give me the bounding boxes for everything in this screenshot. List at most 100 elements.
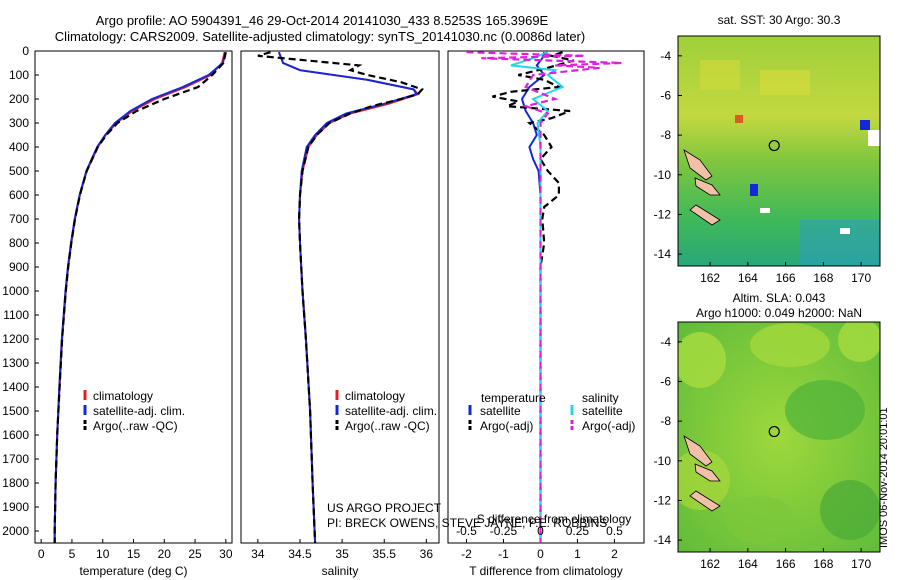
depth-ytick-label: 0 bbox=[22, 44, 29, 58]
sla-ytick-label: -14 bbox=[654, 533, 672, 547]
sst-xtick-label: 162 bbox=[700, 271, 720, 285]
difference-legend-label: satellite bbox=[480, 404, 521, 418]
temperature-profile-xtick-label: 0 bbox=[38, 547, 45, 561]
sst-hotspot bbox=[735, 115, 743, 123]
island-sst-1 bbox=[683, 149, 713, 181]
difference-profile-series-line bbox=[466, 51, 622, 543]
timestamp-stamp: IMOS 06-Nov-2014 20:01:01 bbox=[878, 407, 890, 548]
island-sla-3 bbox=[689, 490, 721, 512]
depth-ytick-label: 1400 bbox=[2, 380, 29, 394]
sla-map-title-line2: Argo h1000: 0.049 h2000: NaN bbox=[696, 306, 862, 320]
salinity-profile-xtick-label: 35.5 bbox=[373, 547, 397, 561]
salinity-profile-legend-label: satellite-adj. clim. bbox=[345, 404, 437, 418]
sst-ytick-label: -14 bbox=[654, 247, 672, 261]
sla-profile-marker bbox=[768, 425, 780, 438]
sla-map: Altim. SLA: 0.043 Argo h1000: 0.049 h200… bbox=[677, 291, 881, 553]
sst-ytick-label: -10 bbox=[654, 168, 672, 182]
depth-ytick-label: 1700 bbox=[2, 452, 29, 466]
depth-ytick-label: 600 bbox=[9, 188, 29, 202]
difference-legend-label: Argo(-adj) bbox=[582, 419, 635, 433]
sla-xtick-label: 168 bbox=[813, 557, 833, 571]
temperature-profile-xtick-label: 20 bbox=[158, 547, 172, 561]
depth-ytick-label: 2000 bbox=[2, 524, 29, 538]
sla-map-title-line1: Altim. SLA: 0.043 bbox=[733, 291, 826, 305]
salinity-diff-label: S difference from climatology bbox=[477, 512, 632, 526]
credits-line1: US ARGO PROJECT bbox=[327, 501, 442, 515]
sst-profile-marker bbox=[768, 139, 780, 152]
sla-ytick-label: -6 bbox=[660, 374, 671, 388]
sla-ytick-label: -8 bbox=[660, 414, 671, 428]
difference-profile-xtick-label: -1 bbox=[498, 547, 509, 561]
depth-ytick-label: 500 bbox=[9, 164, 29, 178]
temperature-profile-series-line bbox=[53, 51, 227, 543]
difference-legend-header-t: temperature bbox=[481, 391, 546, 405]
depth-ytick-label: 100 bbox=[9, 68, 29, 82]
sla-xtick-label: 162 bbox=[700, 557, 720, 571]
salinity-profile-xtick-label: 36 bbox=[420, 547, 434, 561]
salinity-diff-tick-label: 0.5 bbox=[606, 524, 623, 538]
sla-xtick-label: 164 bbox=[738, 557, 758, 571]
depth-ytick-label: 700 bbox=[9, 212, 29, 226]
difference-profile-series-line bbox=[510, 51, 565, 543]
depth-ytick-label: 1500 bbox=[2, 404, 29, 418]
temperature-profile-series-line bbox=[53, 51, 227, 543]
depth-ytick-label: 300 bbox=[9, 116, 29, 130]
sst-ytick-label: -12 bbox=[654, 207, 672, 221]
depth-ytick-label: 900 bbox=[9, 260, 29, 274]
island-sla-2 bbox=[694, 463, 721, 482]
depth-ytick-label: 800 bbox=[9, 236, 29, 250]
difference-profile-xtick-label: -2 bbox=[461, 547, 472, 561]
depth-ytick-label: 400 bbox=[9, 140, 29, 154]
salinity-diff-tick-label: 0.25 bbox=[566, 524, 590, 538]
depth-ytick-label: 1600 bbox=[2, 428, 29, 442]
sst-missing-pixel bbox=[868, 130, 880, 146]
difference-profile-xtick-label: 1 bbox=[574, 547, 581, 561]
temperature-profile-xtick-label: 30 bbox=[219, 547, 233, 561]
sst-map-title: sat. SST: 30 Argo: 30.3 bbox=[718, 13, 841, 27]
sst-xtick-label: 168 bbox=[813, 271, 833, 285]
salinity-profile-series-line bbox=[257, 51, 425, 544]
salinity-diff-tick-label: -0.25 bbox=[490, 524, 518, 538]
salinity-profile-xlabel: salinity bbox=[322, 564, 359, 578]
sla-ytick-label: -12 bbox=[654, 493, 672, 507]
salinity-profile-legend-label: Argo(..raw -QC) bbox=[345, 419, 430, 433]
depth-ytick-label: 1800 bbox=[2, 476, 29, 490]
sst-cold-pixel bbox=[860, 120, 870, 130]
island-sst-3 bbox=[689, 204, 721, 226]
difference-profile-xlabel: T difference from climatology bbox=[469, 564, 623, 578]
sst-map: sat. SST: 30 Argo: 30.3 bbox=[677, 13, 881, 267]
chart-title-line2: Climatology: CARS2009. Satellite-adjuste… bbox=[54, 29, 586, 44]
difference-legend-header-s: salinity bbox=[582, 391, 619, 405]
difference-profile-xtick-label: 2 bbox=[611, 547, 618, 561]
sla-map-frame bbox=[677, 321, 881, 553]
sla-ytick-label: -4 bbox=[660, 335, 671, 349]
temperature-profile-xlabel: temperature (deg C) bbox=[79, 564, 187, 578]
temperature-profile-series-line bbox=[53, 51, 226, 543]
sst-xtick-label: 166 bbox=[776, 271, 796, 285]
salinity-profile-series-line bbox=[277, 51, 420, 544]
island-sst-2 bbox=[694, 177, 721, 196]
depth-ytick-label: 1100 bbox=[3, 308, 29, 322]
temperature-profile-legend-label: satellite-adj. clim. bbox=[93, 404, 185, 418]
difference-profile-frame bbox=[447, 50, 645, 544]
salinity-profile-legend-label: climatology bbox=[345, 389, 405, 403]
sst-ytick-label: -4 bbox=[660, 49, 671, 63]
sla-ytick-label: -10 bbox=[654, 454, 672, 468]
temperature-profile-xtick-label: 15 bbox=[127, 547, 141, 561]
depth-ytick-label: 1000 bbox=[2, 284, 29, 298]
island-sla-1 bbox=[683, 435, 713, 467]
depth-ytick-label: 1300 bbox=[2, 356, 29, 370]
difference-legend-label: satellite bbox=[582, 404, 623, 418]
sst-map-frame bbox=[677, 35, 881, 267]
depth-ytick-label: 200 bbox=[9, 92, 29, 106]
sst-ytick-label: -8 bbox=[660, 128, 671, 142]
salinity-profile-xtick-label: 34.5 bbox=[288, 547, 312, 561]
sst-ytick-label: -6 bbox=[660, 88, 671, 102]
temperature-profile-xtick-label: 25 bbox=[188, 547, 202, 561]
sla-xtick-label: 170 bbox=[851, 557, 871, 571]
depth-ytick-label: 1900 bbox=[2, 500, 29, 514]
sla-xtick-label: 166 bbox=[776, 557, 796, 571]
chart-title-line1: Argo profile: AO 5904391_46 29-Oct-2014 … bbox=[95, 13, 549, 28]
temperature-profile-legend-label: Argo(..raw -QC) bbox=[93, 419, 178, 433]
